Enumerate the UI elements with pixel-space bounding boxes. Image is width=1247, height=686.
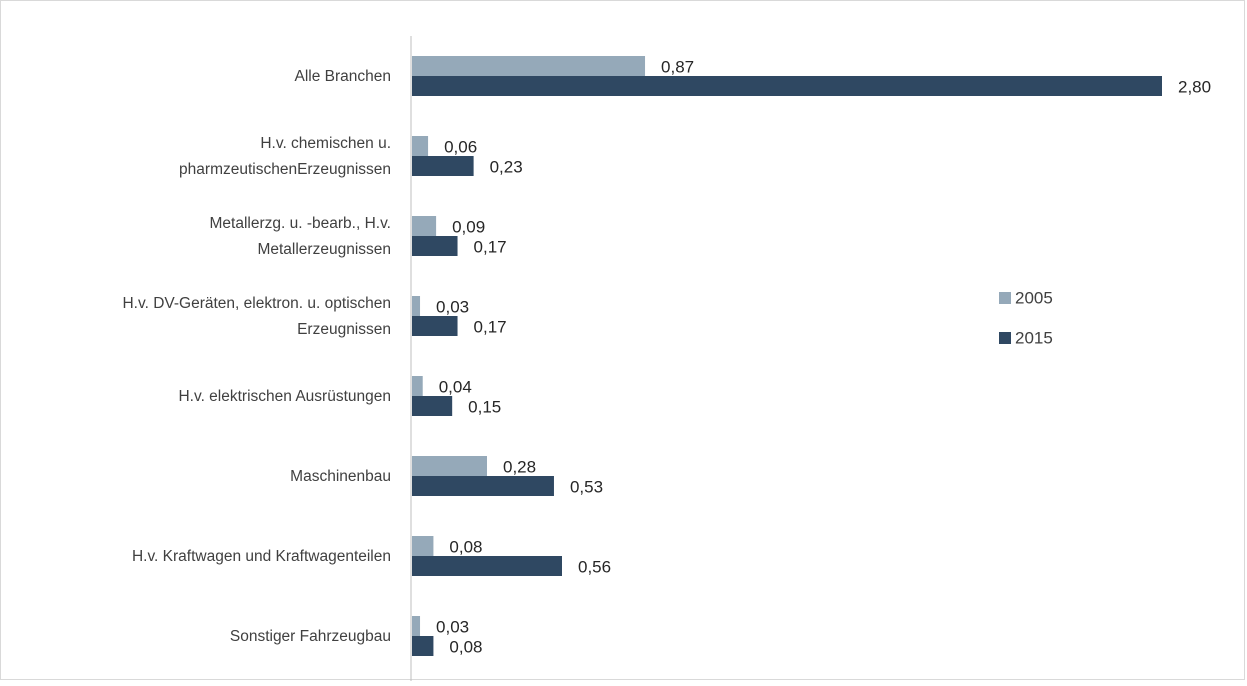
- legend: 2005 2015: [999, 288, 1053, 347]
- data-label-2015: 0,15: [468, 397, 501, 416]
- data-label-2005: 0,28: [503, 457, 536, 476]
- data-label-2005: 0,03: [436, 617, 469, 636]
- data-label-2005: 0,87: [661, 57, 694, 76]
- data-label-2015: 0,56: [578, 557, 611, 576]
- data-label-2005: 0,06: [444, 137, 477, 156]
- category-label-line: Metallerzg. u. -bearb., H.v.: [210, 215, 391, 232]
- legend-label-2015: 2015: [1015, 328, 1053, 347]
- bar-2005: [412, 536, 434, 556]
- data-label-2005: 0,09: [452, 217, 485, 236]
- bar-2005: [412, 376, 423, 396]
- bar-2005: [412, 456, 487, 476]
- category-label: H.v. Kraftwagen und Kraftwagenteilen: [132, 548, 391, 565]
- data-label-2015: 0,23: [490, 157, 523, 176]
- data-label-2005: 0,08: [449, 537, 482, 556]
- bar-2005: [412, 616, 421, 636]
- category-label: Sonstiger Fahrzeugbau: [230, 628, 391, 645]
- bar-2015: [412, 396, 453, 416]
- bar-2005: [412, 136, 429, 156]
- category-label: H.v. elektrischen Ausrüstungen: [178, 388, 391, 405]
- bar-2005: [412, 216, 437, 236]
- data-label-2005: 0,03: [436, 297, 469, 316]
- data-label-2015: 0,08: [449, 637, 482, 656]
- category-label-line: Alle Branchen: [294, 68, 391, 85]
- category-label-line: pharmzeutischenErzeugnissen: [179, 161, 391, 178]
- bar-2005: [412, 56, 646, 76]
- bar-2015: [412, 556, 562, 576]
- data-label-2015: 2,80: [1178, 77, 1211, 96]
- data-label-2015: 0,53: [570, 477, 603, 496]
- category-label: H.v. DV-Geräten, elektron. u. optischen E…: [122, 295, 391, 338]
- legend-label-2005: 2005: [1015, 288, 1053, 307]
- bar-2015: [412, 636, 434, 656]
- bar-2005: [412, 296, 421, 316]
- bars-group: [412, 56, 1162, 656]
- legend-swatch-2015: [999, 332, 1011, 344]
- data-labels-group: 0,872,800,060,230,090,170,030,170,040,15…: [436, 57, 1211, 656]
- category-label-line: Metallerzeugnissen: [257, 241, 391, 258]
- category-label-line: H.v. elektrischen Ausrüstungen: [178, 388, 391, 405]
- data-label-2015: 0,17: [474, 237, 507, 256]
- category-labels-group: Alle Branchen H.v. chemischen u. pharmzeut…: [122, 68, 391, 645]
- bar-2015: [412, 476, 554, 496]
- bar-2015: [412, 76, 1162, 96]
- category-label-line: H.v. DV-Geräten, elektron. u. optischen: [122, 295, 391, 312]
- bar-2015: [412, 156, 474, 176]
- bar-2015: [412, 316, 458, 336]
- category-label-line: H.v. chemischen u.: [260, 135, 391, 152]
- bar-2015: [412, 236, 458, 256]
- category-label: H.v. chemischen u. pharmzeutischenErzeugn…: [179, 135, 391, 178]
- legend-swatch-2005: [999, 292, 1011, 304]
- data-label-2015: 0,17: [474, 317, 507, 336]
- category-label: Alle Branchen: [294, 68, 391, 85]
- category-label: Maschinenbau: [290, 468, 391, 485]
- data-label-2005: 0,04: [439, 377, 472, 396]
- category-label-line: H.v. Kraftwagen und Kraftwagenteilen: [132, 548, 391, 565]
- category-label-line: Erzeugnissen: [297, 321, 391, 338]
- category-label: Metallerzg. u. -bearb., H.v. Metallerzeug…: [210, 215, 391, 258]
- category-label-line: Maschinenbau: [290, 468, 391, 485]
- category-label-line: Sonstiger Fahrzeugbau: [230, 628, 391, 645]
